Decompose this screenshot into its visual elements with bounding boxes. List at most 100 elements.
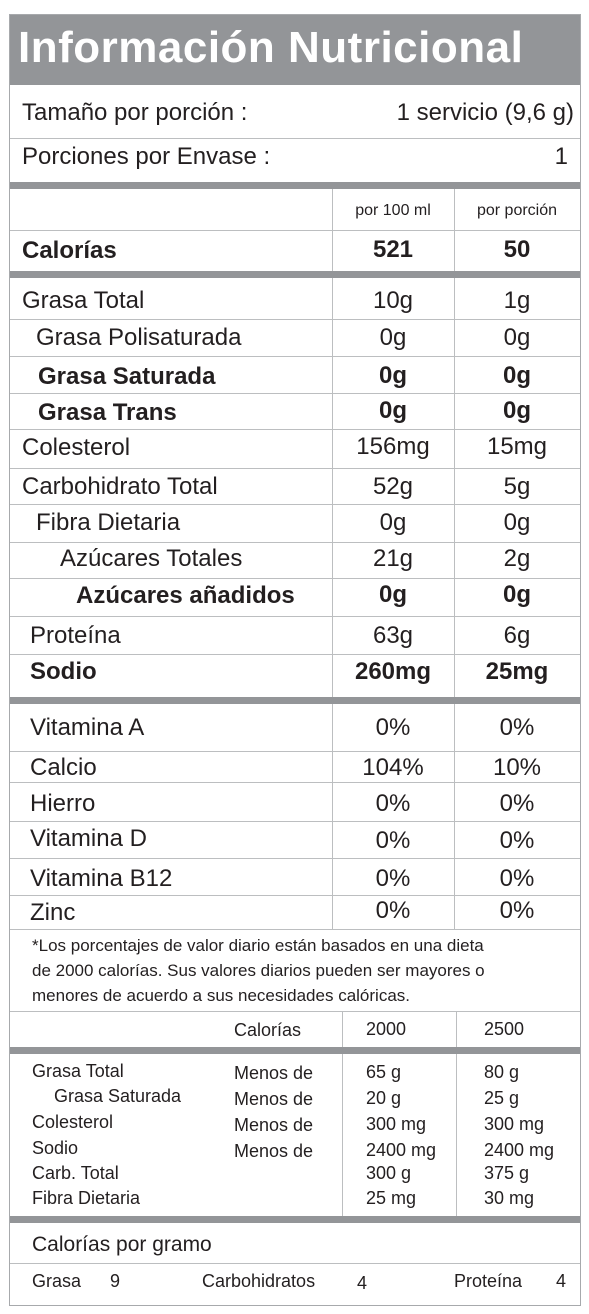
dv-col-2000: 2000 [366,1019,407,1039]
nutrient-per100: 156mg [356,433,430,460]
divider [10,616,580,617]
nutrient-perserving: 25mg [485,658,549,685]
nutrient-perserving: 0g [502,362,531,389]
calories-per-gram-title: Calorías por gramo [32,1233,212,1256]
nutrient-perserving: 0g [503,509,531,536]
vitamin-label: Hierro [30,790,96,817]
vitamin-perserving: 0% [499,714,535,741]
divider [10,542,580,543]
dv-row-v2: 2400 mg [484,1140,555,1160]
dv-row-v1: 300 mg [366,1114,427,1134]
vitamin-per100: 0% [375,865,411,892]
vitamin-perserving: 10% [492,754,542,781]
divider [10,468,580,469]
dv-col-2500: 2500 [484,1019,525,1039]
nutrient-label: Carbohidrato Total [22,473,218,500]
column-header-per100: por 100 ml [355,202,431,219]
column-divider [456,1012,457,1216]
vitamin-label: Zinc [30,899,76,926]
divider [10,504,580,505]
divider [10,782,580,783]
dv-row-v2: 375 g [484,1163,530,1183]
nutrient-label: Grasa Polisaturada [36,324,242,351]
divider [10,429,580,430]
dv-row-v1: 65 g [366,1062,402,1082]
nutrient-perserving: 15mg [486,433,548,460]
vitamin-label: Vitamina B12 [30,865,173,892]
vitamin-per100: 0% [375,827,411,854]
column-divider [332,189,333,699]
thick-divider [10,697,580,704]
nutrient-per100: 21g [372,545,414,572]
nutrient-per100: 52g [372,473,414,500]
nutrient-label: Fibra Dietaria [36,509,181,536]
nutrient-per100: 260mg [354,658,432,685]
cpg-carb-label: Carbohidratos [202,1271,316,1291]
dv-row-label: Grasa Total [32,1061,124,1081]
cpg-protein-value: 4 [556,1271,567,1291]
dv-row-v1: 20 g [366,1088,402,1108]
dv-row-v2: 80 g [484,1062,520,1082]
calories-perserving: 50 [503,236,531,263]
nutrient-per100: 0g [378,581,407,608]
nutrient-label: Grasa Trans [38,399,177,426]
vitamin-perserving: 0% [499,897,535,924]
divider [10,1011,580,1012]
divider [10,858,580,859]
divider [10,578,580,579]
divider [10,895,580,896]
column-divider [332,704,333,930]
dv-row-label: Fibra Dietaria [32,1188,141,1208]
divider [10,393,580,394]
divider [10,654,580,655]
vitamin-per100: 0% [375,897,411,924]
thick-divider [10,182,580,189]
nutrient-label: Azúcares Totales [60,545,243,572]
divider [10,821,580,822]
nutrient-perserving: 0g [503,324,531,351]
vitamin-perserving: 0% [499,865,535,892]
nutrient-label: Grasa Saturada [38,363,216,390]
column-divider [342,1012,343,1216]
dv-row-v1: 2400 mg [366,1140,437,1160]
dv-row-label: Carb. Total [32,1163,119,1183]
dv-row-qualifier: Menos de [234,1141,314,1161]
dv-row-label: Colesterol [32,1112,114,1132]
dv-row-qualifier: Menos de [234,1115,314,1135]
thick-divider [10,271,580,278]
divider [10,929,580,930]
divider [10,751,580,752]
nutrient-label: Proteína [30,622,121,649]
nutrient-perserving: 1g [503,287,531,314]
vitamin-perserving: 0% [499,827,535,854]
nutrient-perserving: 0g [502,581,531,608]
dv-row-v2: 25 g [484,1088,520,1108]
divider [10,138,580,139]
cpg-fat-label: Grasa [32,1271,82,1291]
nutrient-per100: 0g [378,397,407,424]
cpg-fat-value: 9 [110,1271,121,1291]
serving-size-label: Tamaño por porción : [22,99,248,126]
nutrient-per100: 10g [372,287,414,314]
divider [10,356,580,357]
servings-value: 1 [554,143,568,170]
label-title: Información Nutricional [18,23,524,72]
thick-divider [10,1216,580,1223]
nutrient-perserving: 2g [503,545,531,572]
nutrient-per100: 0g [379,324,407,351]
calories-label: Calorías [22,237,117,264]
column-divider [454,704,455,930]
divider [10,1263,580,1264]
nutrient-perserving: 6g [503,622,531,649]
cpg-protein-label: Proteína [454,1271,523,1291]
footnote-line: menores de acuerdo a sus necesidades cal… [32,986,410,1005]
dv-row-v2: 30 mg [484,1188,535,1208]
dv-row-label: Sodio [32,1138,79,1158]
vitamin-label: Calcio [30,754,97,781]
nutrient-perserving: 0g [502,397,531,424]
column-divider [454,189,455,699]
nutrient-perserving: 5g [503,473,531,500]
divider [10,319,580,320]
footnote: *Los porcentajes de valor diario están b… [32,933,572,1008]
nutrient-per100: 0g [379,509,407,536]
